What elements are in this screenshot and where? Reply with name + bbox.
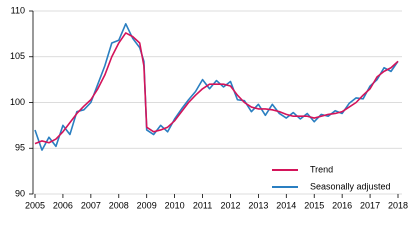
x-tick-label: 2012 — [220, 200, 240, 210]
x-tick-label: 2006 — [53, 200, 73, 210]
x-tick-label: 2014 — [276, 200, 296, 210]
legend-label: Seasonally adjusted — [310, 181, 391, 191]
y-tick-label: 110 — [11, 5, 25, 15]
x-tick-label: 2011 — [193, 200, 212, 210]
x-tick-label: 2005 — [25, 200, 45, 210]
y-tick-label: 100 — [10, 97, 25, 107]
legend-label: Trend — [310, 164, 333, 174]
x-tick-label: 2009 — [137, 200, 157, 210]
x-tick-label: 2016 — [332, 200, 352, 210]
x-tick-label: 2013 — [248, 200, 268, 210]
x-tick-label: 2018 — [388, 200, 408, 210]
series-line — [34, 32, 399, 145]
y-tick-label: 95 — [15, 143, 25, 153]
x-tick-label: 2015 — [304, 200, 324, 210]
x-tick-label: 2008 — [109, 200, 129, 210]
x-tick-label: 2010 — [165, 200, 185, 210]
x-tick-label: 2017 — [360, 200, 380, 210]
y-tick-label: 105 — [10, 51, 25, 61]
chart: 90 95 100 105 110 2005 2006 2007 2008 2009 2010 201… — [10, 5, 408, 210]
series-line — [34, 23, 399, 151]
y-tick-label: 90 — [15, 188, 25, 198]
x-tick-label: 2007 — [81, 200, 101, 210]
